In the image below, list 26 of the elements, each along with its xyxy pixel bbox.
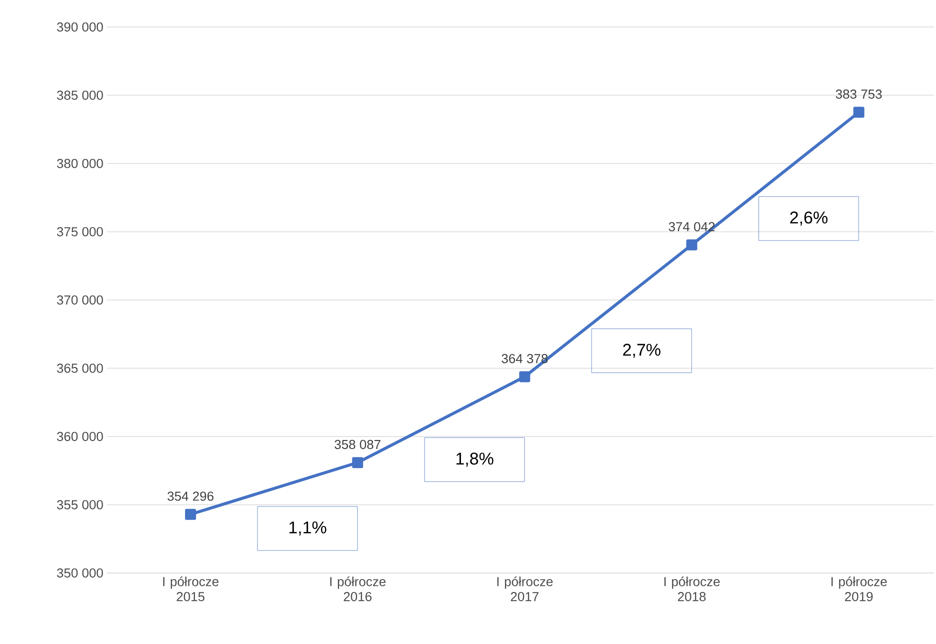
y-tick-label: 375 000 — [56, 227, 103, 236]
y-tick-label: 370 000 — [56, 295, 103, 305]
x-tick-label: I półrocze 2017 — [497, 576, 553, 602]
annotation: 1,8% — [456, 452, 494, 467]
annotation: 1,1% — [289, 521, 326, 536]
y-tick-label: 350 000 — [56, 568, 103, 578]
data-label: 354 296 — [168, 492, 214, 501]
x-tick-label: I półrocze 2019 — [831, 576, 887, 602]
y-tick-label: 390 000 — [56, 22, 103, 32]
x-tick-label: I półrocze 2018 — [664, 576, 720, 602]
y-tick-label: 360 000 — [56, 432, 103, 442]
y-tick-label: 380 000 — [56, 158, 103, 168]
annotation: 2,6% — [790, 212, 828, 226]
point — [686, 239, 698, 250]
x-tick-label: I półrocze 2015 — [163, 576, 218, 602]
y-tick-label: 365 000 — [56, 364, 103, 373]
point — [185, 508, 196, 520]
y-tick-label: 355 000 — [56, 500, 103, 510]
point — [519, 371, 530, 382]
data-label: 383 753 — [836, 90, 882, 99]
x-tick-label: I półrocze 2016 — [330, 576, 386, 602]
data-label: 358 087 — [334, 440, 380, 450]
y-tick-label: 385 000 — [56, 90, 103, 100]
annotation: 2,7% — [623, 344, 660, 358]
point — [352, 457, 364, 468]
point — [853, 106, 864, 118]
